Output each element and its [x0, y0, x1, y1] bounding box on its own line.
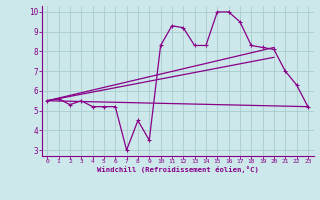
X-axis label: Windchill (Refroidissement éolien,°C): Windchill (Refroidissement éolien,°C)	[97, 166, 259, 173]
